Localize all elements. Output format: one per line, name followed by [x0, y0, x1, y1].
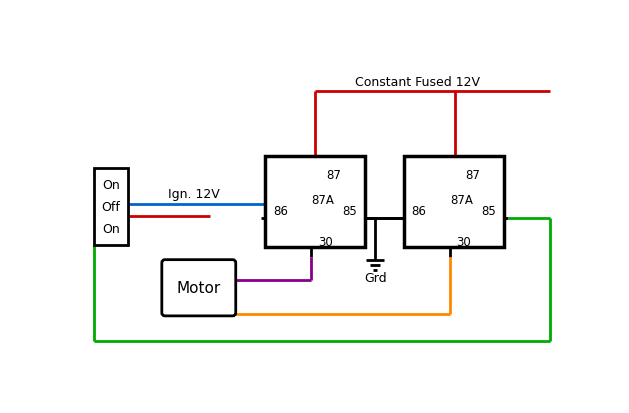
Text: 87A: 87A: [311, 194, 334, 206]
Text: 86: 86: [411, 204, 426, 217]
Text: Motor: Motor: [177, 280, 221, 296]
Text: 30: 30: [318, 235, 333, 248]
Text: On: On: [102, 179, 120, 192]
Text: 87: 87: [326, 168, 342, 181]
Text: 87A: 87A: [450, 194, 472, 206]
Bar: [94, 169, 128, 245]
Bar: [404, 157, 504, 248]
Text: Grd: Grd: [364, 271, 386, 284]
Bar: [265, 157, 365, 248]
Text: Ign. 12V: Ign. 12V: [169, 188, 220, 200]
Text: 85: 85: [342, 204, 357, 217]
Text: 30: 30: [456, 235, 471, 248]
Text: 87: 87: [465, 168, 480, 181]
Text: On: On: [102, 222, 120, 235]
Text: Constant Fused 12V: Constant Fused 12V: [355, 76, 479, 89]
Text: Off: Off: [101, 201, 120, 214]
Text: 85: 85: [481, 204, 496, 217]
FancyBboxPatch shape: [162, 260, 236, 316]
Text: 86: 86: [273, 204, 288, 217]
